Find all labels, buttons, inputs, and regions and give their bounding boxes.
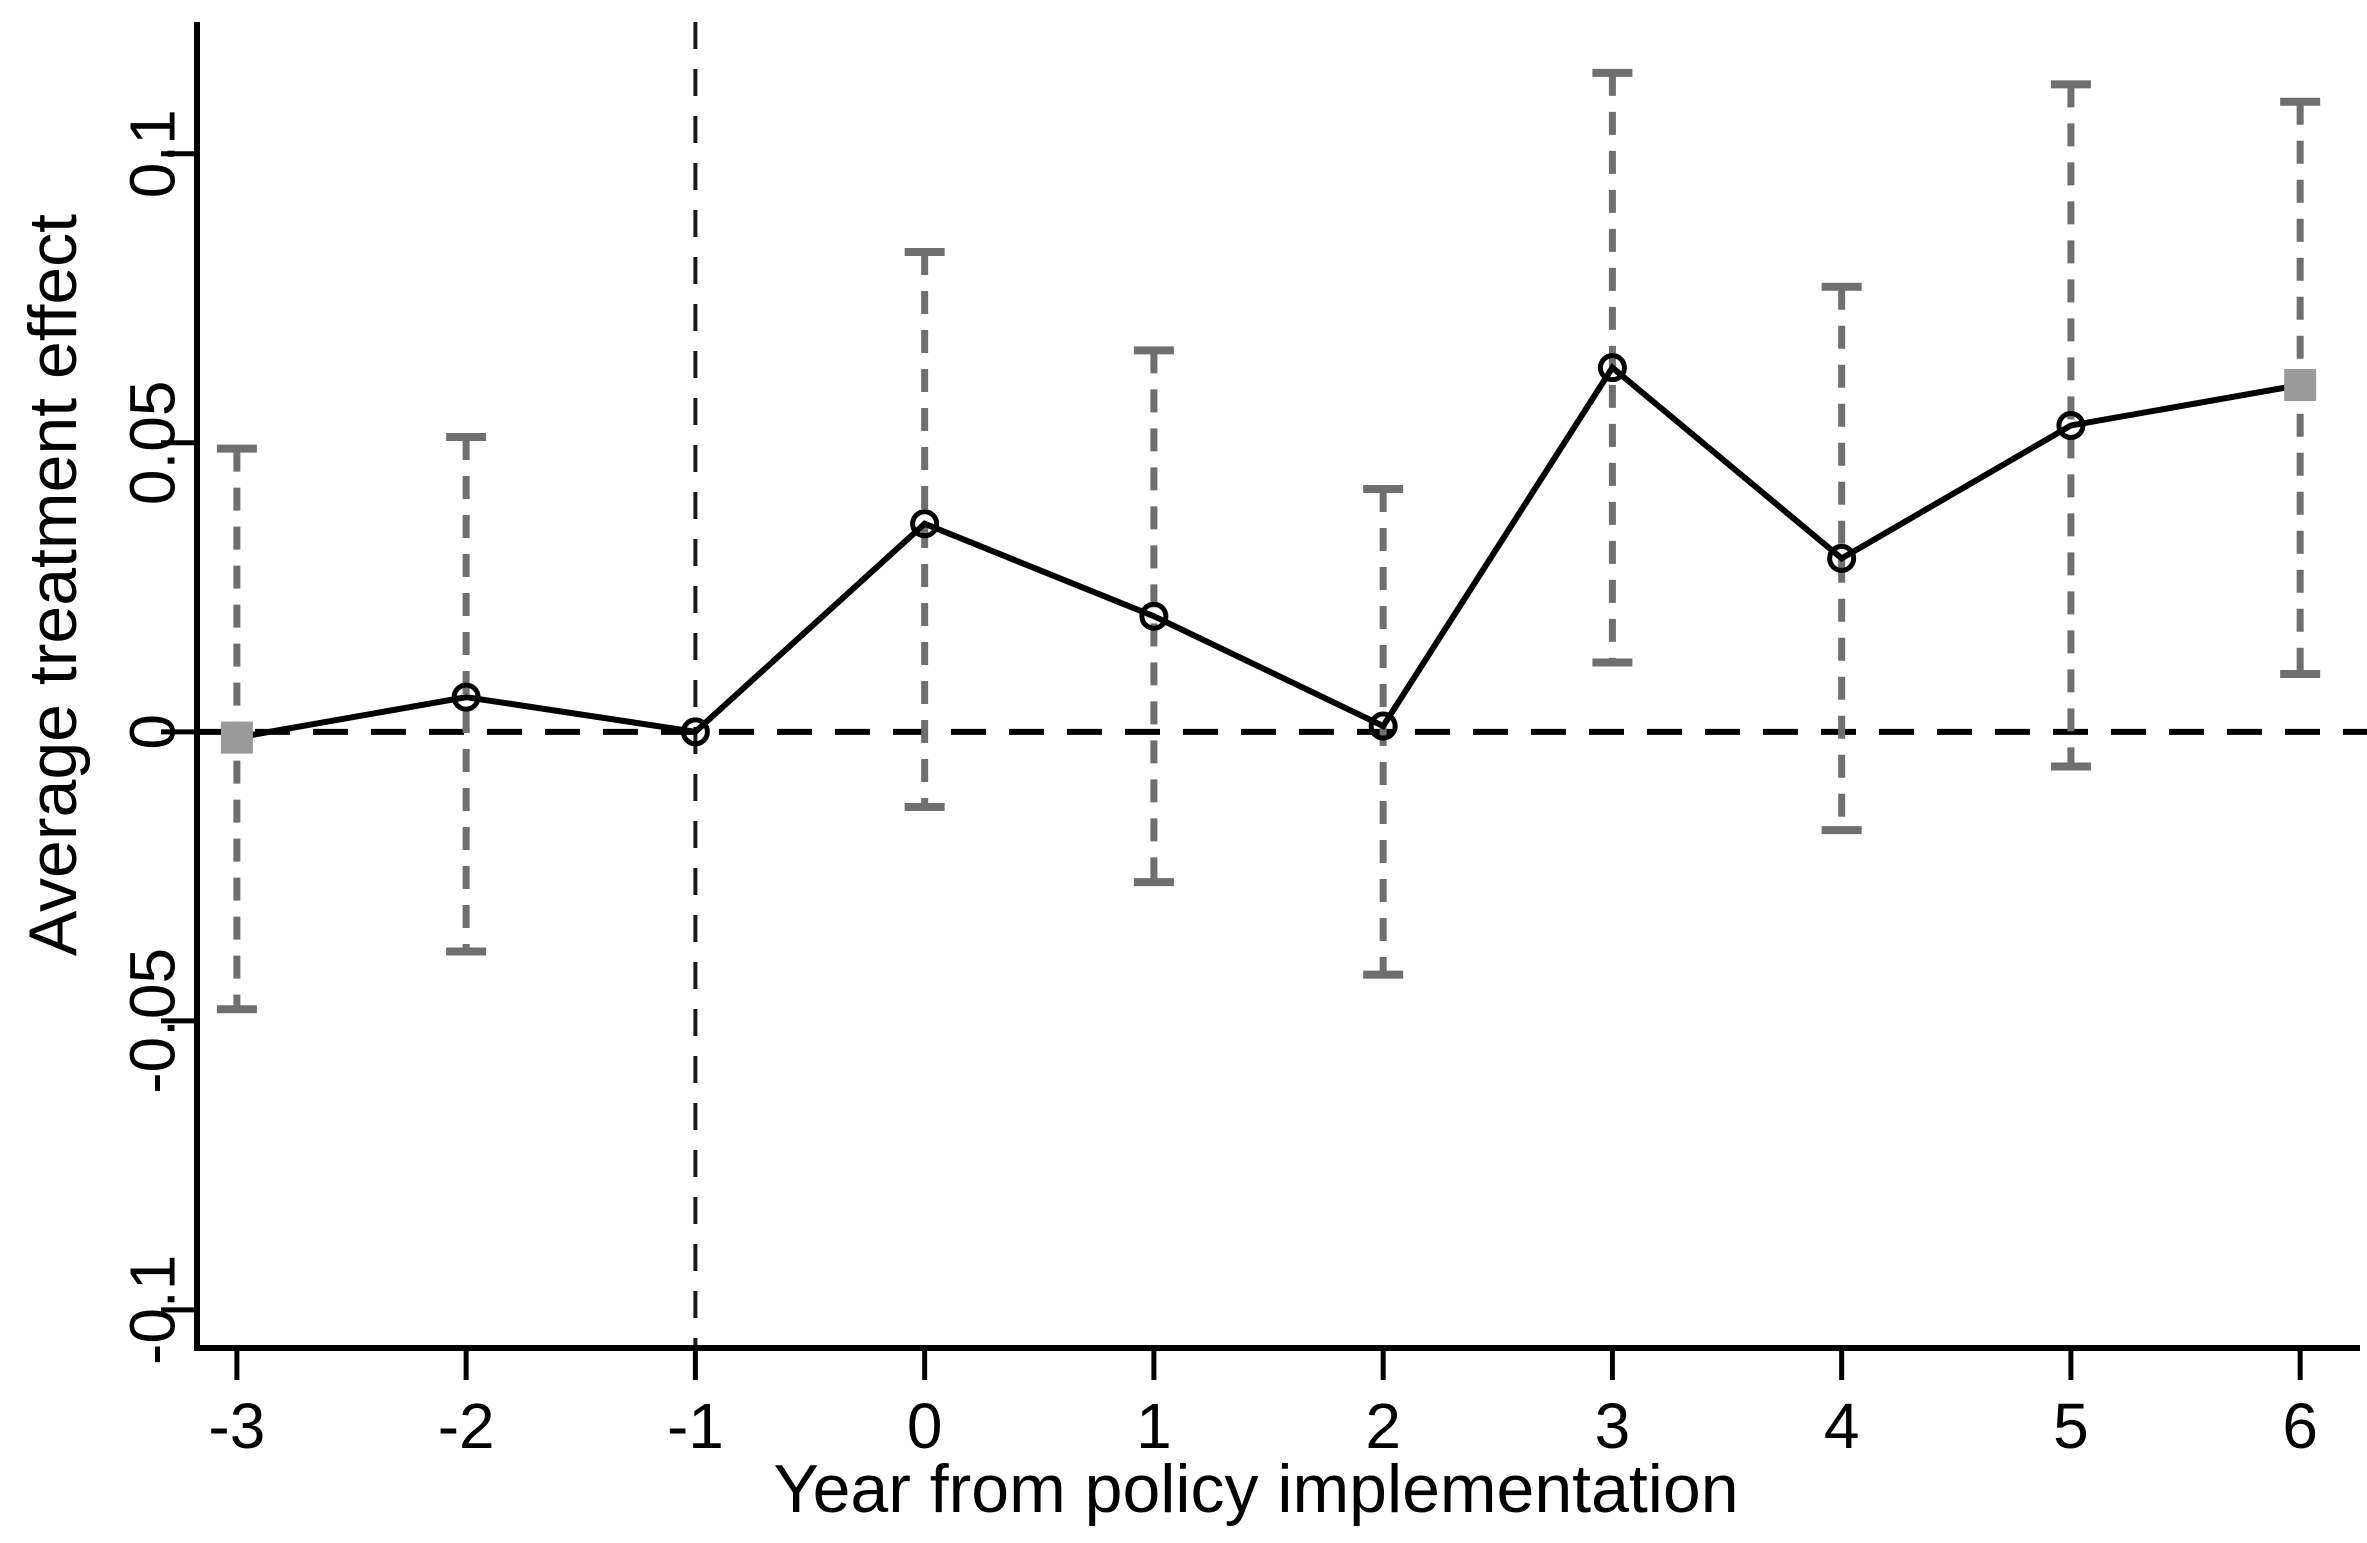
- estimate-circle-marker-year-3: [1597, 353, 1627, 383]
- x-tick-label-4: 4: [1824, 1390, 1860, 1462]
- x-tick-label-5: 5: [2053, 1390, 2089, 1462]
- estimate-circle-marker-year-4: [1827, 543, 1857, 573]
- x-tick-label-2: 2: [1365, 1390, 1401, 1462]
- x-tick-label-0: 0: [907, 1390, 943, 1462]
- x-tick-label--2: -2: [438, 1390, 495, 1462]
- x-tick-label--1: -1: [667, 1390, 724, 1462]
- y-tick-label-0.1: 0.1: [116, 109, 188, 198]
- estimate-circle-marker-year--2: [451, 682, 481, 712]
- estimate-line: [236, 363, 2301, 741]
- endpoint-square-marker-year--3: [220, 721, 253, 754]
- endpoint-square-marker-year-6: [2284, 369, 2317, 402]
- y-axis-label: Average treatment effect: [15, 214, 91, 956]
- y-tick-label-0: 0: [116, 714, 188, 750]
- y-tick-label--0.1: -0.1: [116, 1255, 188, 1365]
- x-tick-label-1: 1: [1136, 1390, 1172, 1462]
- x-tick-label-3: 3: [1595, 1390, 1631, 1462]
- estimate-circle-marker-year-5: [2056, 410, 2086, 440]
- estimate-circle-marker-year-2: [1368, 711, 1398, 741]
- estimate-circle-marker-year-0: [910, 509, 940, 539]
- estimate-circle-marker-year--1: [680, 717, 710, 747]
- y-tick-label-0.05: 0.05: [116, 381, 188, 506]
- x-axis-label: Year from policy implementation: [773, 1451, 1738, 1527]
- estimate-circle-marker-year-1: [1139, 601, 1169, 631]
- y-tick-label--0.05: -0.05: [116, 948, 188, 1094]
- x-tick-label--3: -3: [208, 1390, 265, 1462]
- x-tick-label-6: 6: [2282, 1390, 2318, 1462]
